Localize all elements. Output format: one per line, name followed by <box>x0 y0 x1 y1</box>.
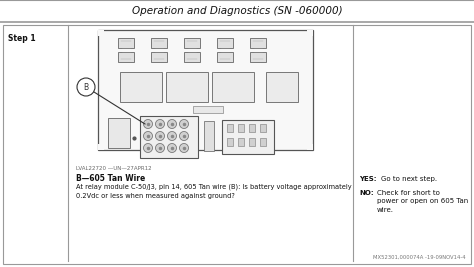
Text: LVAL22720 —UN—27APR12: LVAL22720 —UN—27APR12 <box>76 166 152 171</box>
Text: At relay module C-50/J3, pin 14, 605 Tan wire (B): Is battery voltage approximat: At relay module C-50/J3, pin 14, 605 Tan… <box>76 184 352 199</box>
Bar <box>212 72 254 102</box>
Circle shape <box>155 143 164 152</box>
Text: MX52301,000074A -19-09NOV14-4: MX52301,000074A -19-09NOV14-4 <box>374 255 466 260</box>
Bar <box>307 30 313 36</box>
Circle shape <box>180 132 189 140</box>
Bar <box>118 38 134 48</box>
Circle shape <box>155 120 164 128</box>
Bar <box>227 124 233 132</box>
Text: YES:: YES: <box>359 176 376 182</box>
Circle shape <box>155 132 164 140</box>
Text: NO:: NO: <box>359 190 374 196</box>
Bar <box>238 138 244 146</box>
Bar <box>250 52 266 62</box>
Circle shape <box>77 78 95 96</box>
Bar <box>238 124 244 132</box>
Bar <box>184 52 200 62</box>
Bar <box>184 38 200 48</box>
Bar <box>166 72 208 102</box>
Bar <box>151 38 167 48</box>
Circle shape <box>167 120 176 128</box>
Bar <box>217 38 233 48</box>
Circle shape <box>144 132 153 140</box>
Circle shape <box>180 120 189 128</box>
Bar <box>151 52 167 62</box>
Text: Step 1: Step 1 <box>8 34 36 43</box>
Bar <box>118 52 134 62</box>
Bar <box>98 144 104 150</box>
Bar <box>3 25 471 264</box>
Text: B: B <box>83 83 89 92</box>
Bar <box>307 144 313 150</box>
Bar <box>260 124 266 132</box>
Bar <box>120 72 162 102</box>
Bar <box>222 120 274 154</box>
Bar <box>108 118 130 148</box>
Bar <box>98 30 104 36</box>
Bar <box>217 52 233 62</box>
Circle shape <box>167 132 176 140</box>
Circle shape <box>167 143 176 152</box>
Bar <box>266 72 298 102</box>
Bar <box>249 138 255 146</box>
Bar <box>227 138 233 146</box>
Circle shape <box>144 120 153 128</box>
Text: Go to next step.: Go to next step. <box>381 176 437 182</box>
Bar <box>0 0 474 22</box>
Circle shape <box>180 143 189 152</box>
Text: Check for short to
power or open on 605 Tan
wire.: Check for short to power or open on 605 … <box>377 190 468 213</box>
Bar <box>140 116 198 158</box>
Bar <box>98 30 313 150</box>
Bar <box>250 38 266 48</box>
Bar <box>204 121 214 151</box>
Bar <box>249 124 255 132</box>
Bar <box>193 106 223 113</box>
Bar <box>260 138 266 146</box>
Text: Operation and Diagnostics (SN -060000): Operation and Diagnostics (SN -060000) <box>132 6 342 16</box>
Text: B—605 Tan Wire: B—605 Tan Wire <box>76 174 145 183</box>
Circle shape <box>144 143 153 152</box>
